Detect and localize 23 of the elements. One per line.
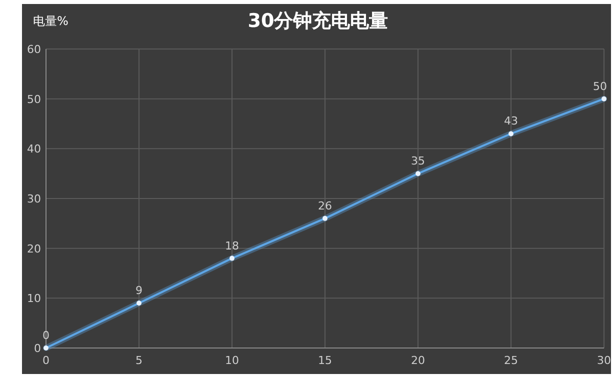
y-tick-label: 50 [27,92,41,106]
y-tick-label: 0 [34,342,41,355]
x-tick-label: 5 [136,354,142,367]
y-tick-label: 20 [27,242,41,256]
data-label: 0 [42,329,50,342]
x-tick-label: 0 [42,354,50,367]
y-tick-label: 60 [27,43,41,56]
data-label: 35 [411,154,425,168]
x-tick-label: 25 [504,354,518,367]
data-label: 43 [504,114,518,128]
data-label: 26 [318,199,332,212]
x-tick-label: 15 [318,354,332,367]
y-tick-label: 10 [27,292,41,306]
y-tick-label: 30 [27,192,41,206]
data-label: 50 [593,80,607,93]
y-axis-title: 电量% [33,14,68,28]
chart-title: 30分钟充电电量 [248,10,388,32]
x-tick-label: 20 [411,354,425,367]
data-label: 18 [225,239,239,252]
x-tick-label: 10 [225,354,239,367]
y-tick-label: 40 [27,142,41,156]
x-tick-label: 30 [597,354,611,367]
data-label: 9 [136,284,142,298]
